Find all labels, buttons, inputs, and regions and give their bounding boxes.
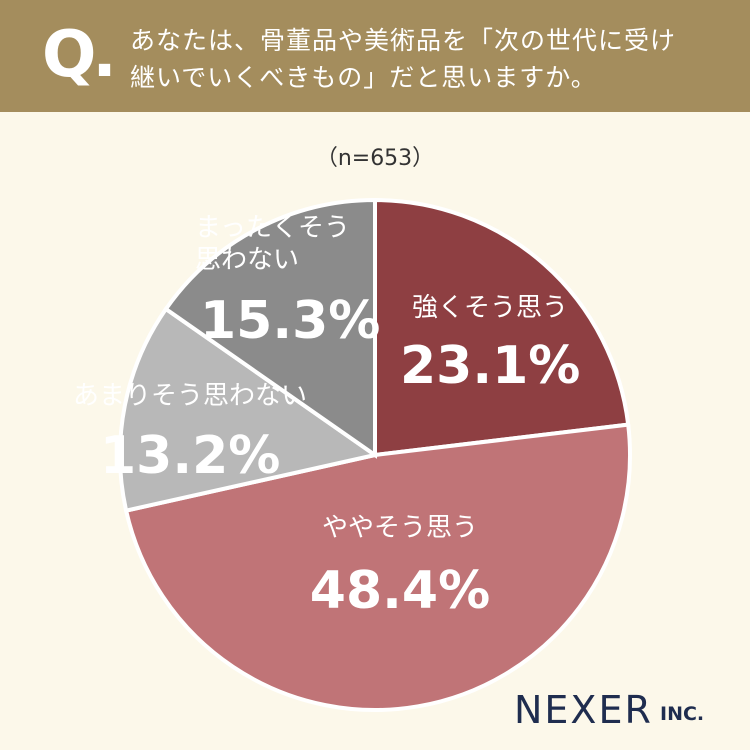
value-label: 15.3% (200, 291, 381, 351)
header: Q. あなたは、骨董品や美術品を「次の世代に受け継いでいくべきもの」だと思います… (0, 0, 750, 112)
slice-label: 強くそう思う (411, 293, 568, 323)
value-label: 23.1% (400, 336, 581, 396)
question: あなたは、骨董品や美術品を「次の世代に受け継いでいくべきもの」だと思いますか。 (130, 26, 677, 92)
brand: NEXER (514, 688, 653, 732)
sample-size: （n=653） (315, 146, 435, 171)
value-label: 48.4% (309, 561, 491, 621)
slice-label: あまりそう思わない (72, 381, 307, 411)
value-label: 13.2% (100, 426, 281, 486)
q-mark: Q. (42, 18, 117, 92)
pie-slice (163, 197, 377, 459)
brand-suffix: INC. (660, 703, 705, 725)
slice-label: まったくそう思わない (195, 213, 350, 275)
pie-slice (123, 422, 632, 712)
pie-slice (373, 197, 631, 458)
slice-label: ややそう思う (321, 513, 478, 543)
pie-slice (118, 306, 380, 514)
